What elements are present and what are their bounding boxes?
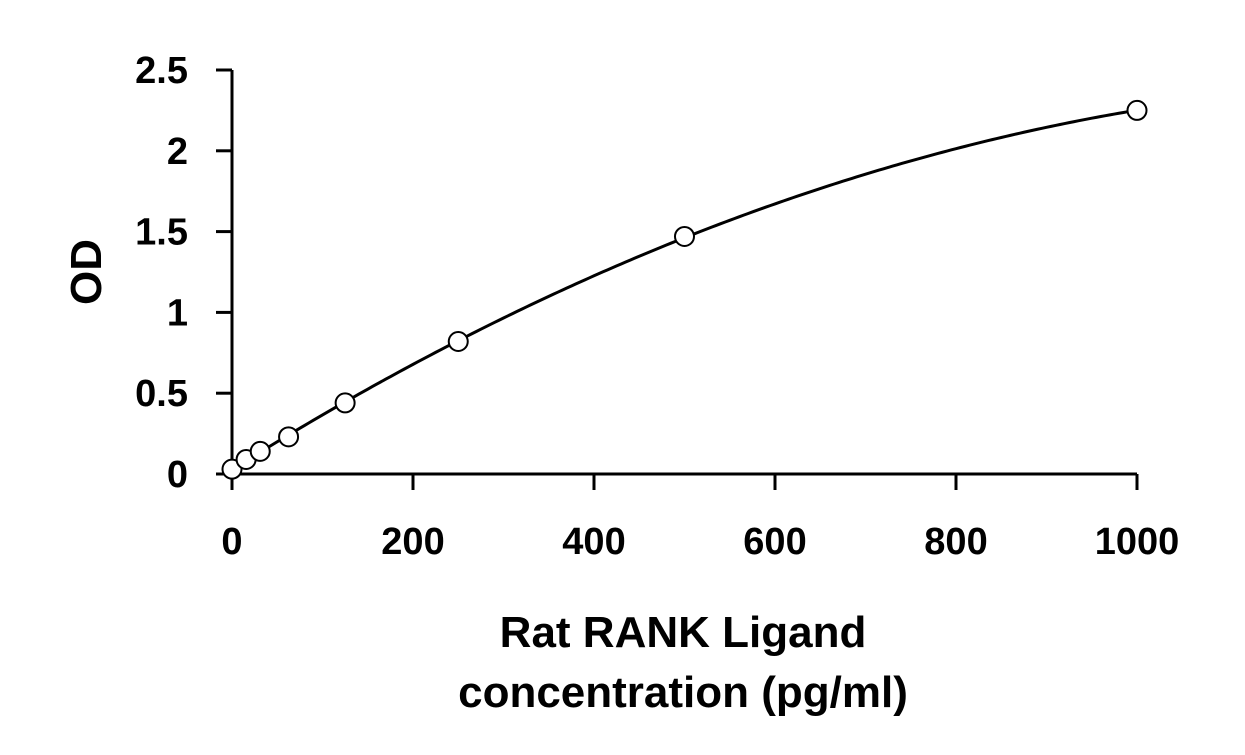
x-axis-title-line-2: concentration (pg/ml)	[458, 668, 908, 717]
x-tick-label: 200	[381, 521, 444, 563]
x-tick-label: 1000	[1095, 521, 1180, 563]
y-tick-label: 2	[167, 131, 188, 173]
y-tick-label: 0.5	[135, 373, 188, 415]
y-tick-label: 2.5	[135, 50, 188, 92]
x-axis-ticks: 0 200 400 600 800 1000	[221, 474, 1179, 563]
y-axis-title: OD	[62, 239, 111, 305]
fit-curve	[231, 108, 1138, 471]
x-tick-label: 0	[221, 521, 242, 563]
y-axis-ticks: 0 0.5 1 1.5 2 2.5	[135, 50, 232, 496]
y-tick-label: 1.5	[135, 212, 188, 254]
data-points	[221, 99, 1148, 480]
data-point	[447, 330, 469, 352]
y-tick-label: 1	[167, 292, 188, 334]
axes	[230, 70, 1137, 476]
fit-curve-layer	[231, 108, 1138, 471]
data-point	[674, 225, 695, 247]
y-tick-label: 0	[167, 454, 188, 496]
data-point	[221, 458, 243, 480]
x-tick-label: 600	[743, 521, 806, 563]
x-tick-label: 800	[924, 521, 987, 563]
data-point	[249, 440, 271, 462]
x-tick-label: 400	[562, 521, 625, 563]
data-point	[1126, 99, 1148, 121]
x-axis-title-line-1: Rat RANK Ligand	[500, 608, 867, 657]
data-point	[334, 392, 356, 414]
data-point	[278, 426, 300, 448]
